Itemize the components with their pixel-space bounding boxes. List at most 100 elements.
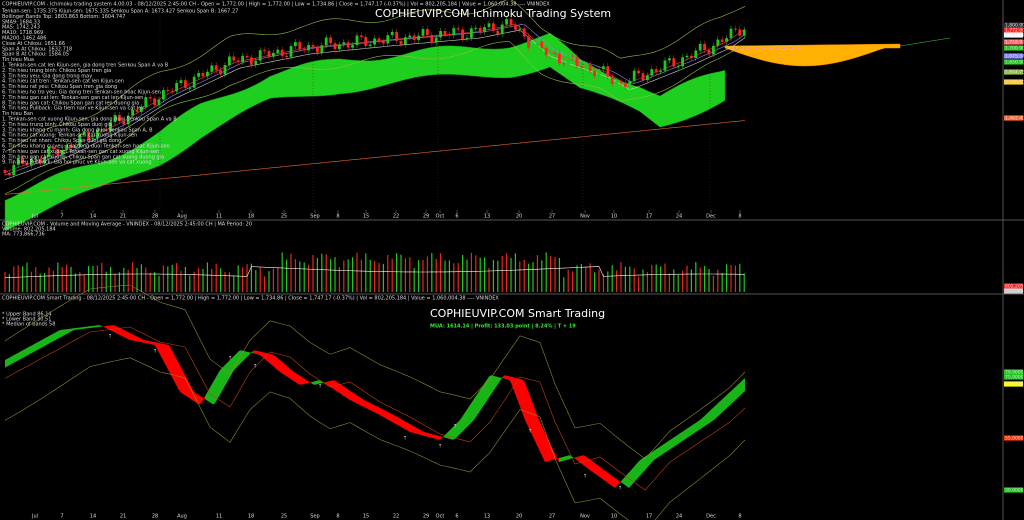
price-label: 30.0000: [1005, 488, 1024, 494]
oscillator-fill: [137, 336, 139, 342]
oscillator-fill: [459, 418, 461, 435]
candle-body: [610, 76, 614, 84]
oscillator-fill: [17, 352, 19, 362]
candle-body: [162, 90, 165, 100]
x-axis-label: 21: [120, 214, 126, 220]
oscillator-fill: [581, 455, 583, 465]
oscillator-fill: [573, 457, 575, 459]
oscillator-fill: [183, 371, 185, 396]
ma200: [4, 120, 746, 195]
x-axis-label: 10: [611, 514, 617, 520]
x-axis-label: Aug: [177, 514, 187, 520]
signal-arrow: ↑: [318, 384, 322, 390]
oscillator-fill: [599, 466, 601, 478]
oscillator-fill: [285, 364, 287, 377]
price-label: 1,700.00: [1005, 46, 1024, 52]
oscillator-fill: [377, 406, 379, 415]
candle-body: [531, 46, 535, 48]
candle-body: [153, 98, 156, 106]
x-axis-label: Oct: [436, 214, 445, 220]
oscillator-fill: [655, 448, 657, 460]
candle-body: [263, 50, 266, 52]
price-label: 1,550.00: [1005, 80, 1024, 86]
oscillator-fill: [705, 413, 707, 426]
x-axis-label: 18: [248, 514, 254, 520]
oscillator-fill: [615, 477, 617, 488]
oscillator-fill: [467, 406, 469, 427]
oscillator-fill: [55, 331, 57, 341]
oscillator-fill: [283, 362, 285, 376]
oscillator-fill: [485, 379, 487, 404]
price-tag: [1004, 27, 1023, 33]
oscillator-fill: [623, 476, 625, 486]
oscillator-fill: [481, 385, 483, 410]
oscillator-fill: [471, 400, 473, 423]
legend-line: 6. Tin hieu ho tro yeu: Gia dong tren Te…: [2, 90, 161, 96]
oscillator-fill: [269, 353, 271, 365]
oscillator-fill: [731, 389, 733, 405]
oscillator-fill: [157, 342, 159, 353]
candle-body: [324, 37, 328, 46]
signal-dot: [789, 46, 793, 50]
oscillator-fill: [695, 422, 697, 433]
price-tag: [1004, 369, 1023, 375]
oscillator-fill: [741, 379, 743, 395]
candle-body: [25, 163, 29, 166]
oscillator-fill: [341, 384, 343, 396]
legend-line: 3. Tin hieu khang cu manh: Gia dong duoi…: [2, 127, 153, 133]
x-axis-label: 22: [393, 514, 399, 520]
oscillator-fill: [613, 476, 615, 488]
oscillator-fill: [371, 403, 373, 412]
oscillator-fill: [287, 366, 289, 378]
oscillator-fill: [457, 421, 459, 437]
candle-body: [575, 56, 579, 67]
oscillator-fill: [373, 404, 375, 413]
oscillator-fill: [311, 381, 313, 385]
panel-title: COPHIEUVIP.COM Smart Trading: [430, 307, 605, 320]
oscillator-fill: [329, 380, 331, 388]
oscillator-fill: [271, 354, 273, 367]
candle-body: [461, 29, 464, 39]
oscillator-fill: [7, 357, 9, 367]
oscillator-fill: [63, 329, 65, 336]
x-axis-label: 18: [248, 214, 254, 220]
oscillator-fill: [483, 382, 485, 407]
candle-body: [232, 56, 236, 61]
oscillator-fill: [597, 464, 599, 477]
oscillator-fill: [667, 440, 669, 452]
candle-body: [82, 131, 86, 135]
oscillator-fill: [43, 338, 45, 347]
oscillator-fill: [103, 326, 105, 328]
oscillator-fill: [9, 356, 11, 366]
candle-body: [267, 51, 271, 57]
oscillator-fill: [569, 455, 571, 460]
oscillator-fill: [93, 325, 95, 328]
volume-ma: [4, 266, 745, 279]
oscillator-fill: [503, 375, 505, 379]
oscillator-fill: [337, 382, 339, 393]
oscillator-fill: [407, 422, 409, 432]
candle-body: [637, 70, 640, 74]
candle-body: [184, 80, 187, 88]
oscillator-fill: [595, 463, 597, 476]
oscillator-fill: [97, 325, 99, 328]
price-tag: [1004, 381, 1023, 387]
legend-line: Span A At Chikou: 1632.718: [2, 46, 72, 52]
oscillator-fill: [535, 409, 537, 446]
oscillator-fill: [743, 378, 745, 393]
candle-body: [236, 60, 240, 63]
oscillator-fill: [575, 456, 577, 461]
candle-body: [104, 129, 108, 131]
oscillator-fill: [515, 377, 517, 399]
oscillator-fill: [349, 390, 351, 401]
future-span: [899, 37, 951, 47]
candle-body: [549, 52, 552, 56]
oscillator-fill: [417, 428, 419, 435]
candle-body: [254, 60, 258, 65]
candle-body: [3, 170, 7, 173]
candle-body: [602, 66, 605, 70]
candle-body: [562, 63, 566, 65]
candle-body: [584, 64, 588, 68]
signal-arrow: ↑: [438, 444, 442, 450]
oscillator-fill: [609, 473, 611, 486]
